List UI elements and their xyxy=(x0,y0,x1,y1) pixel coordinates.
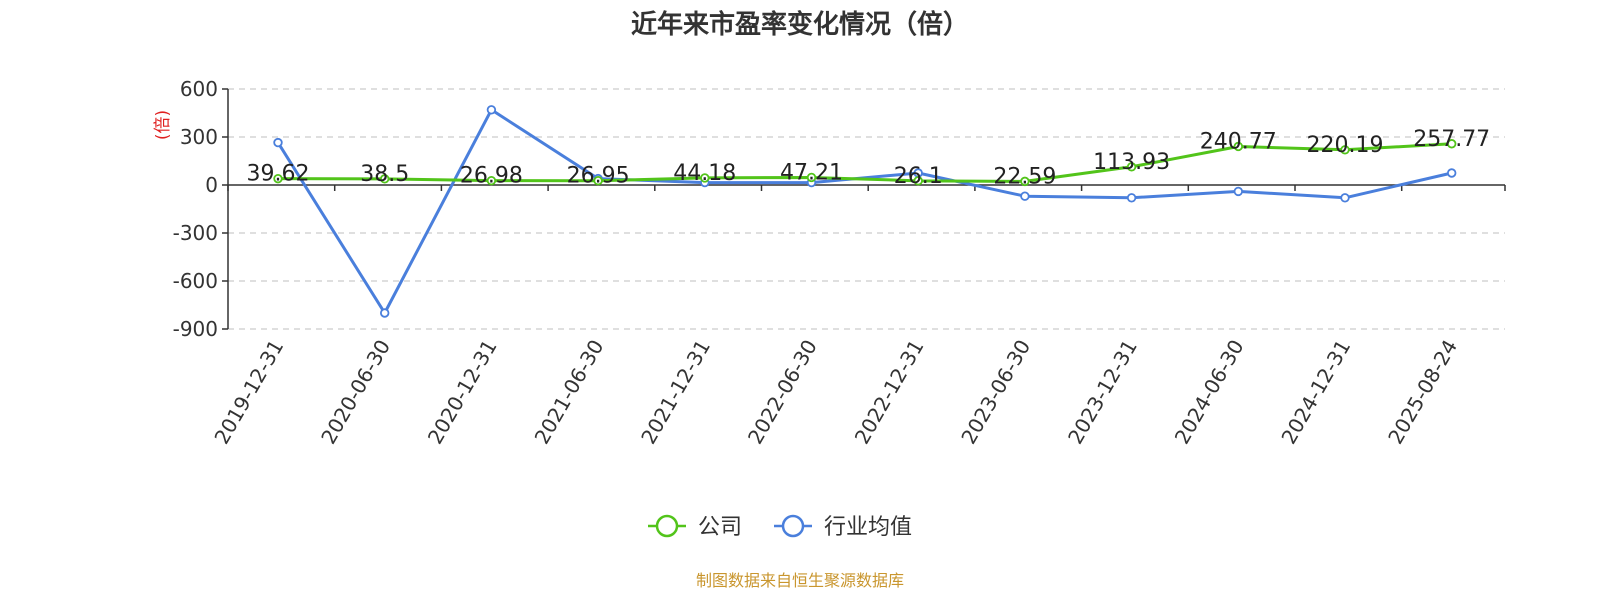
x-tick-label: 2024-06-30 xyxy=(1170,336,1249,449)
grid-lines xyxy=(228,88,1505,330)
data-point[interactable] xyxy=(1233,186,1243,197)
data-label: 22.59 xyxy=(993,164,1056,189)
x-tick-label: 2023-12-31 xyxy=(1063,336,1142,449)
x-tick-label: 2021-06-30 xyxy=(530,336,609,449)
data-labels: 39.62 38.5 26.98 26.95 44.18 47.21 26.1 22.59 11… xyxy=(247,127,1491,190)
data-point[interactable] xyxy=(1126,193,1137,203)
data-point[interactable] xyxy=(273,137,283,148)
data-point[interactable] xyxy=(380,174,390,184)
data-label: 44.18 xyxy=(673,161,736,186)
data-point[interactable] xyxy=(273,173,283,184)
data-point[interactable] xyxy=(486,105,497,115)
series-lines xyxy=(273,105,1457,318)
legend-marker[interactable] xyxy=(781,514,805,538)
data-label: 26.98 xyxy=(460,164,523,189)
x-tick-label: 2019-12-31 xyxy=(209,336,288,449)
data-label: 38.5 xyxy=(360,162,409,187)
legend-label[interactable]: 行业均值 xyxy=(824,515,912,540)
y-tick-label: -900 xyxy=(173,317,218,341)
source-note: 制图数据来自恒生聚源数据库 xyxy=(696,571,904,590)
data-point[interactable] xyxy=(1340,145,1350,155)
y-tick-label: -600 xyxy=(173,269,218,293)
data-point[interactable] xyxy=(700,173,710,183)
data-point[interactable] xyxy=(1126,162,1137,172)
data-point[interactable] xyxy=(380,308,390,318)
y-axis-label: (倍) xyxy=(153,110,173,140)
data-label: 47.21 xyxy=(780,160,843,185)
x-tick-label: 2022-06-30 xyxy=(743,336,822,449)
data-point[interactable] xyxy=(1020,176,1030,187)
data-label: 39.62 xyxy=(247,162,310,187)
legend-label[interactable]: 公司 xyxy=(698,515,742,540)
legend[interactable]: 公司 行业均值 xyxy=(648,514,912,540)
x-tick-label: 2021-12-31 xyxy=(636,336,715,449)
data-point[interactable] xyxy=(1020,191,1030,201)
chart-title: 近年来市盈率变化情况（倍） xyxy=(631,9,969,40)
x-tick-label: 2025-08-24 xyxy=(1383,336,1462,449)
x-tick-label: 2022-12-31 xyxy=(850,336,929,449)
data-label: 240.77 xyxy=(1200,129,1277,154)
data-label: 113.93 xyxy=(1093,150,1170,175)
data-label: 220.19 xyxy=(1307,133,1384,158)
series-line-0 xyxy=(277,142,1452,183)
data-label: 26.1 xyxy=(894,164,943,189)
x-tick-label: 2020-06-30 xyxy=(316,336,395,449)
y-tick-label: -300 xyxy=(173,221,218,245)
data-point[interactable] xyxy=(913,176,923,186)
data-point[interactable] xyxy=(593,175,603,186)
data-point[interactable] xyxy=(1233,141,1243,152)
data-label: 26.95 xyxy=(567,164,630,189)
data-point[interactable] xyxy=(1340,193,1350,203)
data-point[interactable] xyxy=(486,175,497,186)
data-point[interactable] xyxy=(806,172,817,183)
legend-marker[interactable] xyxy=(655,514,679,538)
x-tick-label: 2023-06-30 xyxy=(956,336,1035,449)
data-label: 257.77 xyxy=(1413,127,1490,152)
y-tick-label: 600 xyxy=(180,77,218,101)
data-point[interactable] xyxy=(1446,139,1457,149)
data-point[interactable] xyxy=(1446,168,1457,178)
y-tick-label: 300 xyxy=(180,125,218,149)
y-tick-label: 0 xyxy=(205,173,218,197)
x-tick-label: 2024-12-31 xyxy=(1276,336,1355,449)
x-tick-label: 2020-12-31 xyxy=(423,336,502,449)
